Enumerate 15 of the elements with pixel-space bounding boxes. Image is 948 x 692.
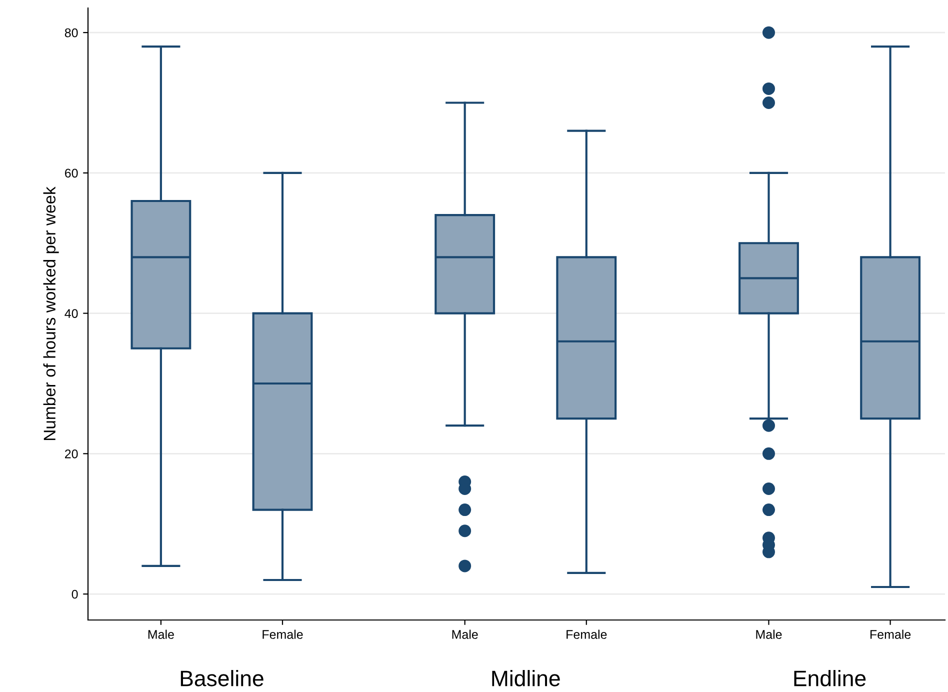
text: Endline <box>794 670 866 686</box>
y-axis-title: Number of hours worked per week <box>43 186 59 440</box>
x-tick-label: Female <box>566 630 607 639</box>
x-tick-label: Male <box>756 630 782 639</box>
x-tick-label: Female <box>870 630 911 639</box>
y-tick-label: 60 <box>65 168 78 178</box>
x-tick-label: Male <box>148 630 174 639</box>
text: Midline <box>492 670 560 686</box>
y-tick-label: 40 <box>64 309 78 318</box>
y-tick-label: 0 <box>72 590 78 599</box>
text: Baseline <box>180 670 264 686</box>
x-tick-label: Female <box>262 630 303 639</box>
y-tick-label: 20 <box>65 449 78 458</box>
x-tick-label: Male <box>452 630 478 639</box>
y-tick-label: 80 <box>64 28 78 38</box>
